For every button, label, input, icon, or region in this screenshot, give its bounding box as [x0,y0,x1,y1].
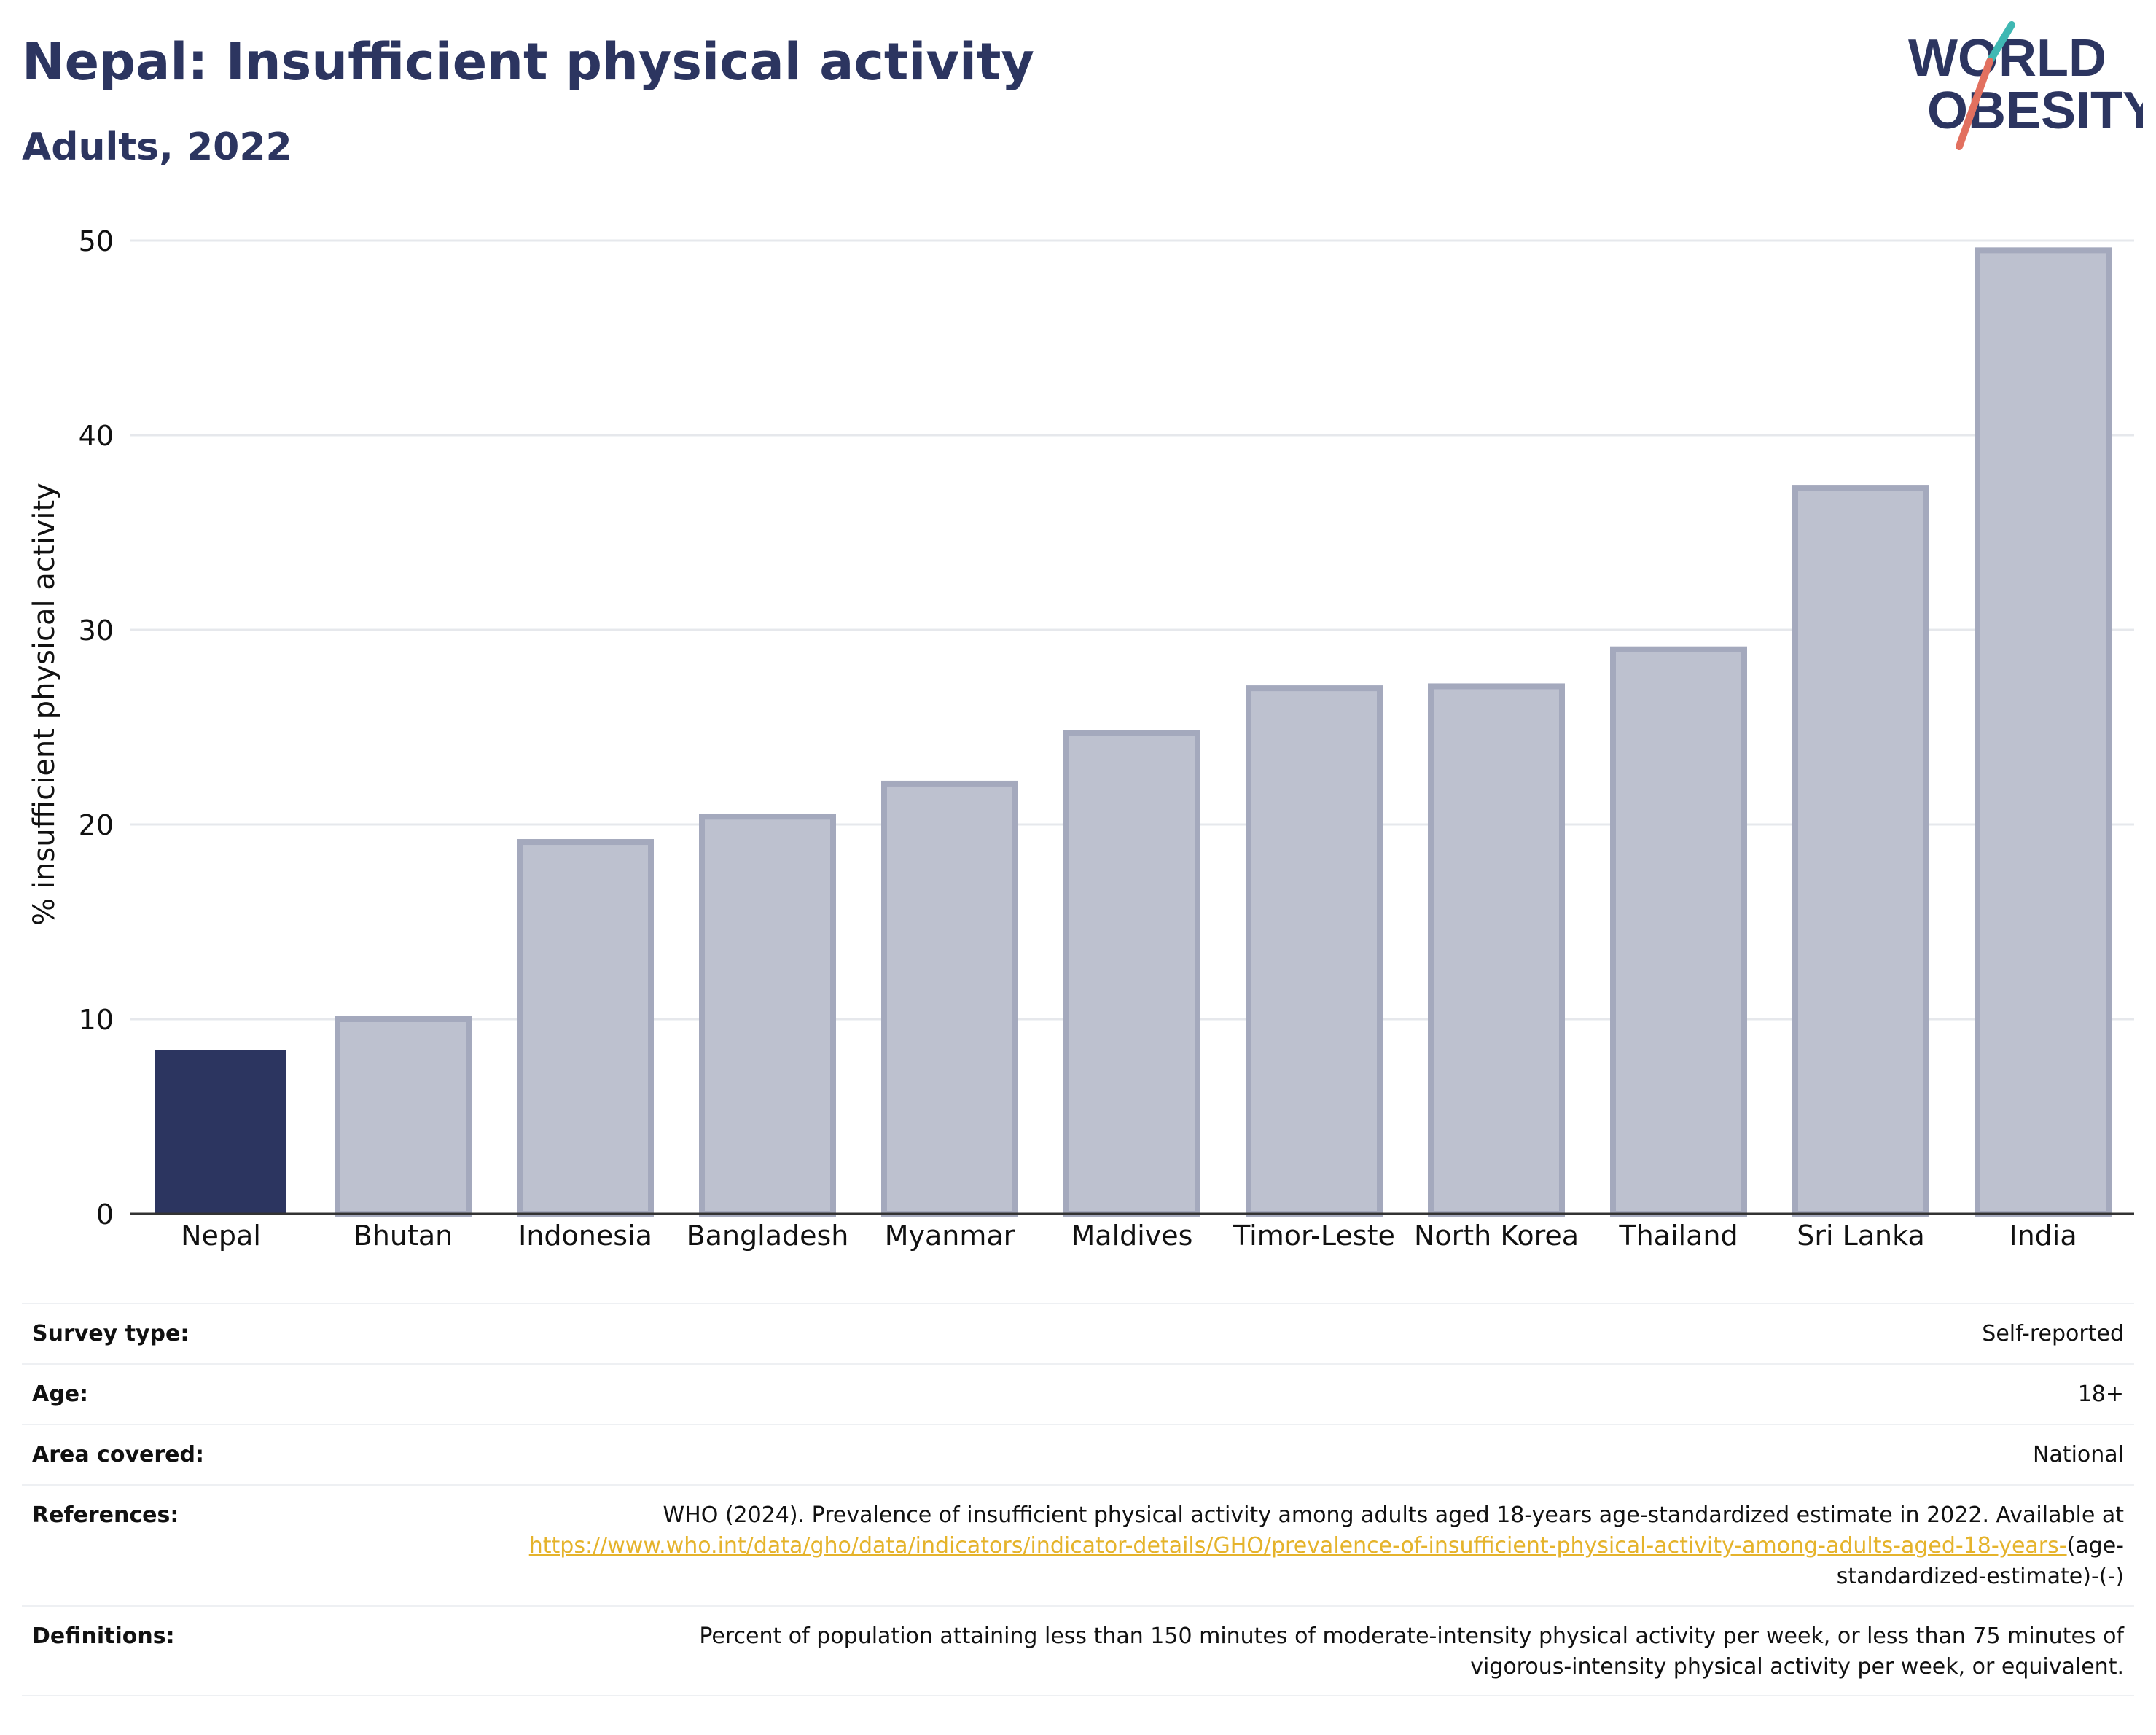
y-axis-label: % insufficient physical activity [28,483,61,926]
x-tick-label: Sri Lanka [1797,1220,1925,1252]
x-tick-label: India [2009,1220,2077,1252]
logo-slash-teal [1986,21,2015,65]
references-text: WHO (2024). Prevalence of insufficient p… [663,1502,2124,1528]
bar-nepal [155,1050,286,1214]
x-tick-label: Thailand [1618,1220,1738,1252]
bar-bhutan [335,1016,472,1217]
x-tick-label: Indonesia [518,1220,652,1252]
age-value: 18+ [2077,1381,2124,1407]
area-label: Area covered: [32,1442,204,1467]
references-label: References: [32,1502,179,1528]
x-axis-ticks: Nepal Bhutan Indonesia Bangladesh Myanmar Mal… [181,1220,2077,1252]
age-label: Age: [32,1381,89,1407]
area-row: Area covered: National [22,1424,2134,1484]
chart-subtitle: Adults, 2022 [22,125,292,169]
references-value: WHO (2024). Prevalence of insufficient p… [520,1500,2124,1592]
definitions-row: Definitions: Percent of population attai… [22,1605,2134,1696]
references-tail: (age-standardized-estimate)-(-) [1836,1533,2124,1589]
survey-type-label: Survey type: [32,1321,190,1346]
x-tick-label: North Korea [1414,1220,1579,1252]
metadata-table: Survey type: Self-reported Age: 18+ Area… [22,1303,2134,1696]
world-obesity-logo: WORLD OBESITY [1908,21,2143,150]
survey-type-value: Self-reported [1982,1321,2124,1346]
survey-type-row: Survey type: Self-reported [22,1303,2134,1363]
y-tick-label: 20 [79,809,114,841]
chart-title: Nepal: Insufficient physical activity [22,32,1035,92]
x-tick-label: Maldives [1071,1220,1193,1252]
references-link[interactable]: https://www.who.int/data/gho/data/indica… [528,1533,2067,1559]
references-row: References: WHO (2024). Prevalence of in… [22,1484,2134,1605]
bar-timor-leste [1246,685,1383,1217]
age-row: Age: 18+ [22,1363,2134,1424]
y-tick-label: 50 [79,225,114,257]
x-tick-label: Bangladesh [687,1220,849,1252]
y-axis-ticks: 0 10 20 30 40 50 [79,225,114,1231]
y-tick-label: 0 [96,1198,114,1231]
y-tick-label: 40 [79,420,114,452]
bar-north-korea [1428,683,1565,1217]
y-tick-label: 10 [79,1004,114,1036]
bar-chart: 0 10 20 30 40 50 Nepal Bhutan Indonesia Banglade… [28,225,2134,1252]
x-tick-label: Bhutan [354,1220,453,1252]
bar-myanmar [881,780,1018,1217]
x-tick-label: Myanmar [885,1220,1015,1252]
x-tick-label: Timor-Leste [1233,1220,1395,1252]
bar-india [1975,247,2112,1217]
bar-thailand [1610,646,1747,1217]
definitions-value: Percent of population attaining less tha… [699,1623,2124,1680]
x-tick-label: Nepal [181,1220,261,1252]
area-value: National [2032,1442,2124,1467]
bar-sri-lanka [1792,485,1929,1217]
bar-indonesia [517,839,654,1217]
definitions-label: Definitions: [32,1623,175,1649]
y-tick-label: 30 [79,615,114,647]
logo-slash-red [1956,58,1993,150]
bars [155,247,2112,1217]
bar-bangladesh [699,814,836,1217]
bar-maldives [1063,730,1200,1217]
